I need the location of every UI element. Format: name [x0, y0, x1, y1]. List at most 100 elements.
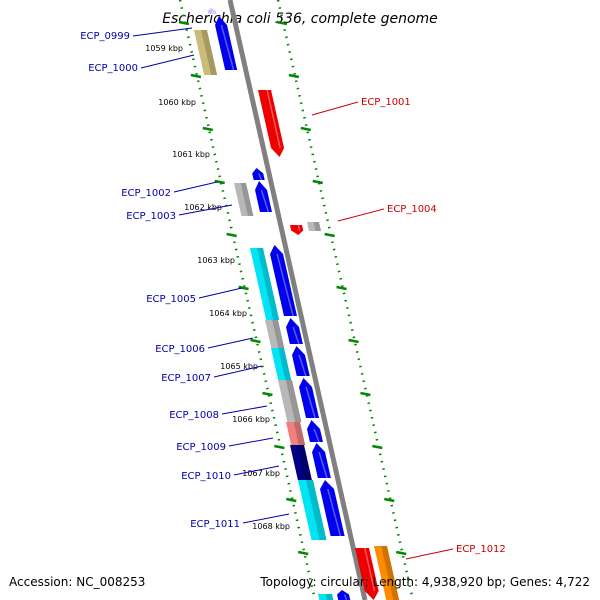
cds-arrow-body	[320, 480, 345, 536]
cds-arrow-body	[337, 590, 351, 600]
genome-backbone	[227, 0, 368, 600]
block-pink-shade	[293, 422, 306, 445]
leader-line	[132, 27, 193, 37]
leader-line	[213, 365, 263, 378]
cds-arrows	[207, 8, 379, 600]
cds-arrow-highlight	[276, 253, 294, 317]
cds-arrow-highlight	[318, 451, 328, 479]
block-gray-body	[234, 183, 254, 216]
block-gray-right-shade	[313, 222, 322, 231]
scale-tick	[286, 497, 297, 503]
cds-arrow-highlight	[327, 488, 342, 537]
block-khaki-shade	[201, 30, 218, 75]
leader-line	[242, 513, 290, 524]
gene-label-ecp-1007: ECP_1007	[161, 373, 211, 384]
gene-label-ecp-1010: ECP_1010	[181, 471, 231, 482]
dotted-guide-left	[178, 0, 317, 600]
block-cyan-body	[250, 248, 280, 320]
leader-line	[198, 287, 243, 299]
block-gray-shade	[272, 320, 285, 348]
block-orange-right-shade	[381, 546, 400, 600]
cds-arrow-body	[255, 181, 272, 212]
scale-tick	[360, 391, 371, 397]
block-pink	[286, 422, 306, 445]
genome-title: Escherichia coli 536, complete genome	[162, 11, 438, 27]
accession-text: Accession: NC_008253	[9, 575, 145, 589]
cds-arrow	[307, 420, 323, 443]
cds-arrow	[258, 89, 285, 157]
cds-arrow-body	[207, 8, 217, 14]
gene-label-ecp-0999: ECP_0999	[80, 31, 130, 42]
leader-line	[221, 405, 268, 415]
block-gray	[234, 183, 254, 216]
cds-arrow	[337, 590, 351, 600]
block-cyan	[271, 348, 292, 380]
feature-blocks	[194, 30, 400, 600]
kbp-label: 1065 kbp	[220, 362, 258, 371]
cds-arrow-highlight	[343, 594, 348, 600]
scale-tick	[250, 338, 261, 344]
kbp-label: 1061 kbp	[172, 150, 210, 159]
scale-tick	[202, 126, 214, 132]
cds-arrow	[286, 318, 303, 345]
kbp-label: 1059 kbp	[145, 44, 183, 53]
scale-tick	[312, 179, 323, 185]
scale-tick	[262, 391, 273, 397]
block-cyan-body	[318, 594, 334, 600]
block-cyan	[250, 248, 280, 320]
gene-label-ecp-1008: ECP_1008	[169, 410, 219, 421]
cds-arrow-highlight	[260, 189, 270, 213]
cds-arrow-body	[286, 318, 303, 344]
gene-label-ecp-1003: ECP_1003	[126, 211, 176, 222]
cds-arrow	[290, 224, 304, 235]
cds-arrow	[355, 547, 379, 600]
gene-label-ecp-1000: ECP_1000	[88, 63, 138, 74]
leader-line	[228, 437, 274, 447]
block-cyan-shade	[278, 348, 292, 380]
cds-arrow-highlight	[258, 173, 263, 181]
leader-line	[337, 208, 385, 222]
scale-tick	[300, 126, 312, 132]
cds-arrow-highlight	[364, 547, 376, 592]
cds-arrow	[270, 245, 297, 317]
scale-tick	[276, 20, 288, 26]
block-orange-right-body	[374, 546, 400, 600]
kbp-label: 1060 kbp	[158, 98, 196, 107]
cds-arrow-body	[215, 16, 238, 70]
kbp-label: 1068 kbp	[252, 522, 290, 531]
kbp-label: 1066 kbp	[232, 415, 270, 424]
block-navy	[290, 445, 312, 480]
block-gray	[278, 380, 302, 422]
cds-arrow-body	[299, 378, 319, 418]
block-gray-right	[307, 222, 322, 231]
gene-label-ecp-1005: ECP_1005	[146, 294, 196, 305]
gene-label-ecp-1001: ECP_1001	[361, 97, 411, 108]
cds-arrow	[255, 181, 272, 213]
gene-label-ecp-1004: ECP_1004	[387, 204, 437, 215]
dotted-guides	[178, 0, 415, 600]
block-cyan-shade	[257, 248, 280, 320]
gene-label-ecp-1009: ECP_1009	[176, 442, 226, 453]
scale-tick	[178, 20, 190, 26]
scale-tick	[274, 444, 285, 450]
cds-arrow-highlight	[298, 354, 307, 377]
leader-line	[207, 337, 254, 349]
gene-labels: ECP_0999 ECP_1000 ECP_1001 ECP_1002 ECP_…	[80, 31, 506, 555]
block-cyan	[318, 594, 334, 600]
scale-tick	[372, 444, 383, 450]
leader-line	[173, 181, 218, 193]
block-cyan	[298, 480, 327, 540]
kbp-scale-labels: 1059 kbp 1060 kbp 1061 kbp 1062 kbp 1063…	[145, 44, 290, 531]
kbp-label: 1067 kbp	[242, 469, 280, 478]
cds-arrow-highlight	[297, 224, 301, 231]
cds-arrow-body	[292, 346, 310, 376]
leader-line	[405, 548, 454, 560]
block-cyan-shade	[325, 594, 334, 600]
block-cyan-body	[271, 348, 292, 380]
scale-tick	[395, 550, 407, 556]
kbp-label: 1064 kbp	[209, 309, 247, 318]
cds-arrow-body	[355, 548, 379, 600]
cds-arrow-body	[307, 420, 323, 442]
cds-arrow	[299, 378, 319, 419]
